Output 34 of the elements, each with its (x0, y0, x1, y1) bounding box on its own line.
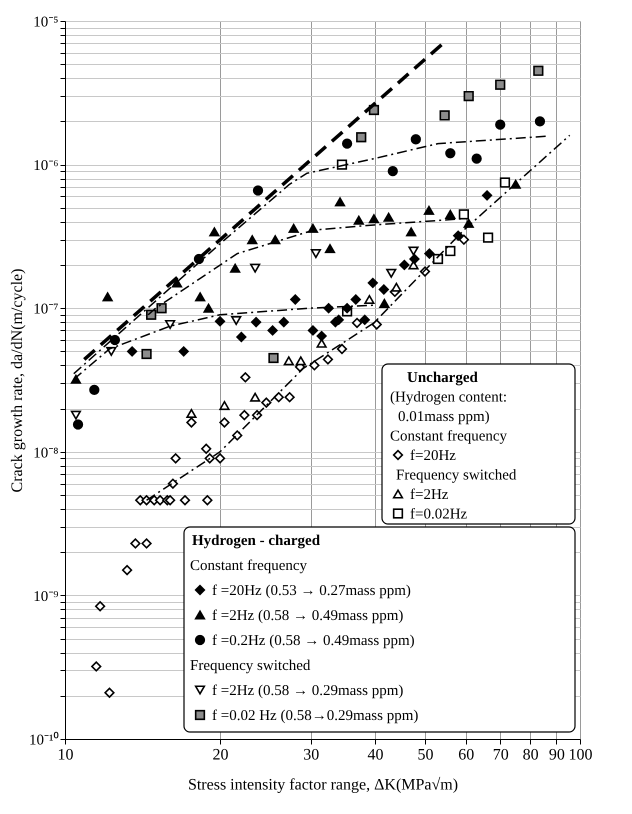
y-tick-label: 10⁻¹⁰ (29, 732, 58, 748)
y-tick-label: 10⁻⁹ (33, 588, 58, 605)
x-tick-label: 70 (492, 746, 509, 764)
annotation: (Hydrogen content: (390, 390, 508, 406)
legend-label: f =2Hz (0.58 → 0.29mass ppm) (212, 683, 404, 699)
x-tick-label: 60 (458, 746, 474, 764)
annotation: Hydrogen - charged (192, 533, 321, 549)
annotation: Constant frequency (190, 558, 308, 574)
legend-label: f=0.02Hz (410, 506, 468, 522)
legend-label: f =0.2Hz (0.58 → 0.49mass ppm) (212, 633, 415, 649)
annotation: 0.01mass ppm) (398, 409, 490, 425)
y-tick-label: 10⁻⁵ (33, 14, 58, 30)
x-tick-label: 100 (568, 746, 592, 764)
annotation: Uncharged (407, 370, 478, 386)
y-tick-label: 10⁻⁶ (33, 158, 58, 174)
annotation: Frequency switched (190, 658, 311, 674)
x-axis-title: Stress intensity factor range, ΔK(MPa√m) (188, 776, 458, 794)
x-tick-label: 80 (522, 746, 539, 764)
y-tick-label: 10⁻⁸ (33, 445, 58, 462)
annotation: Constant frequency (390, 428, 508, 444)
y-tick-label: 10⁻⁷ (33, 302, 58, 318)
x-tick-label: 40 (368, 746, 384, 764)
x-tick-label: 90 (548, 746, 565, 764)
legend-label: f=2Hz (410, 487, 449, 503)
x-tick-label: 10 (58, 746, 74, 764)
legend-label: f=20Hz (410, 448, 456, 464)
legend-label: f =2Hz (0.58 → 0.49mass ppm) (212, 608, 404, 624)
legend-label: f =20Hz (0.53 → 0.27mass ppm) (212, 583, 411, 599)
x-tick-label: 30 (303, 746, 320, 764)
legend-label: f =0.02 Hz (0.58→0.29mass ppm) (212, 708, 418, 724)
y-axis-title: Crack growth rate, da/dN(m/cycle) (9, 268, 26, 492)
x-tick-label: 50 (417, 746, 434, 764)
x-tick-label: 20 (212, 746, 229, 764)
annotation: Frequency switched (396, 468, 517, 484)
